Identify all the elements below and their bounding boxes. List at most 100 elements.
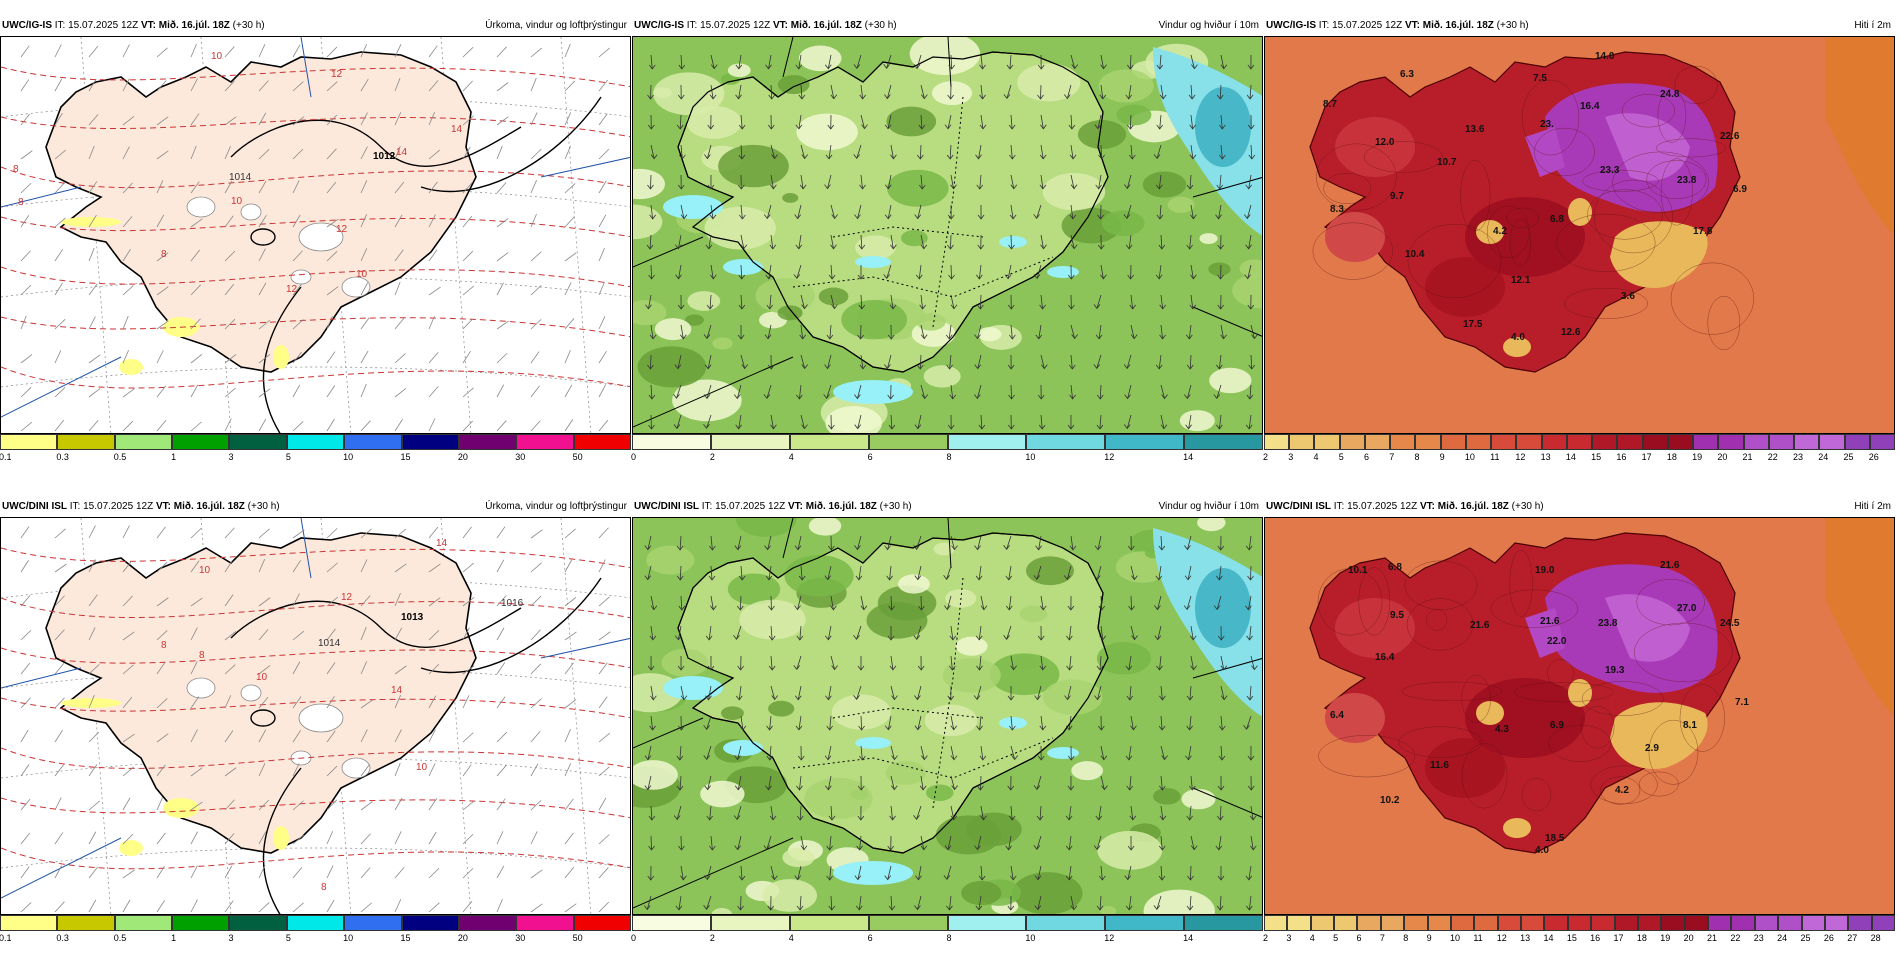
temperature-label: 10.2: [1380, 795, 1400, 806]
temperature-label: 12.6: [1561, 327, 1581, 338]
colorbar-swatch: [1819, 434, 1844, 450]
temperature-label: 4.3: [1495, 724, 1509, 735]
wind-speed-patch: [1017, 64, 1080, 102]
high-wind-area: [1195, 568, 1251, 648]
high-wind-area: [723, 259, 763, 275]
glacier-outline: [187, 678, 215, 698]
contour-label: 14: [451, 124, 463, 135]
wind-speed-patch: [1199, 233, 1217, 244]
temperature-label: 16.4: [1375, 652, 1395, 663]
temperature-label: 24.5: [1720, 618, 1740, 629]
colorbar-swatch: [1415, 434, 1440, 450]
temperature-label: 9.5: [1390, 610, 1404, 621]
temperature-label: 6.9: [1550, 720, 1564, 731]
temperature-label: 10.4: [1405, 249, 1425, 260]
wind-speed-patch: [1078, 120, 1126, 149]
colorbar-tick-label: 5: [286, 933, 291, 943]
contour-label: 14: [396, 147, 408, 158]
colorbar-swatch: [1184, 434, 1263, 450]
temperature-label: 17.5: [1463, 319, 1483, 330]
contour-label: 8: [321, 882, 327, 893]
contour-label: 1013: [401, 612, 424, 623]
colorbar-tick-label: 50: [573, 452, 583, 462]
wind-speed-patch: [718, 145, 789, 187]
colorbar-swatch: [1314, 434, 1339, 450]
colorbar-swatch: [869, 915, 948, 931]
wind-speed-patch: [1026, 556, 1074, 585]
colorbar-tick-label: 12: [1497, 933, 1507, 943]
colorbar-swatch: [0, 434, 57, 450]
temperature-label: 21.6: [1540, 616, 1560, 627]
colorbar-tick-label: 14: [1183, 933, 1193, 943]
contour-label: 8: [199, 650, 205, 661]
temperature-label: 27.0: [1677, 603, 1697, 614]
colorbar-swatch: [1802, 915, 1825, 931]
colorbar-swatch: [0, 915, 57, 931]
colorbar-tick-label: 26: [1824, 933, 1834, 943]
colorbar-swatch: [1466, 434, 1491, 450]
colorbar-swatch: [574, 434, 631, 450]
colorbar-swatch: [516, 915, 573, 931]
colorbar-tick-label: 0.1: [0, 452, 12, 462]
model-name: UWC/IG-IS: [2, 20, 52, 31]
colorbar-tick-label: 21: [1743, 452, 1753, 462]
temperature-label: 3.6: [1621, 291, 1635, 302]
colorbar-swatch: [1668, 434, 1693, 450]
panel-header: UWC/DINI ISL IT: 15.07.2025 12Z VT: Mið.…: [632, 497, 1263, 517]
wind-speed-patch: [1143, 172, 1187, 198]
contour-label: 10: [231, 196, 243, 207]
colorbar-swatch: [948, 434, 1027, 450]
colorbar-tick-label: 9: [1440, 452, 1445, 462]
temp-colorbar: [1264, 915, 1895, 933]
colorbar-tick-label: 5: [1339, 452, 1344, 462]
colorbar-tick-label: 14: [1543, 933, 1553, 943]
colorbar-swatch: [1661, 915, 1684, 931]
glacier-cool-area: [1568, 198, 1592, 226]
high-wind-area: [723, 740, 763, 756]
contour-label: 8: [161, 249, 167, 260]
colorbar-tick-label: 20: [1684, 933, 1694, 943]
contour-label: 12: [286, 284, 298, 295]
contour-label: 8: [13, 164, 19, 175]
temperature-label: 23.: [1540, 119, 1554, 130]
colorbar-tick-label: 11: [1490, 452, 1499, 462]
contour-label: 8: [161, 640, 167, 651]
temperature-label: 13.6: [1465, 124, 1485, 135]
wind-speed-patch: [778, 75, 810, 94]
temperature-label: 4.2: [1493, 226, 1507, 237]
wind-speed-patch: [1043, 173, 1106, 211]
wind-speed-patch: [768, 701, 794, 717]
temperature-label: 6.8: [1388, 562, 1402, 573]
temperature-label: 21.6: [1660, 560, 1680, 571]
glacier-outline: [342, 277, 370, 297]
colorbar-swatch: [1744, 434, 1769, 450]
product-title: Hiti í 2m: [1854, 16, 1891, 36]
map-panel-ig-precip: UWC/IG-IS IT: 15.07.2025 12Z VT: Mið. 16…: [0, 16, 631, 487]
high-wind-area: [999, 236, 1027, 248]
colorbar-tick-label: 0: [631, 452, 636, 462]
colorbar-swatch: [869, 434, 948, 450]
wind-speed-patch: [1097, 642, 1151, 675]
colorbar-swatch: [229, 915, 286, 931]
temperature-label: 23.8: [1598, 618, 1618, 629]
wind-speed-patch: [1097, 831, 1162, 870]
wind-speed-patch: [1168, 197, 1195, 213]
wind-speed-patch: [700, 781, 744, 808]
colorbar-swatch: [1825, 915, 1848, 931]
colorbar-swatch: [1718, 434, 1743, 450]
colorbar-tick-label: 19: [1660, 933, 1670, 943]
colorbar-tick-label: 25: [1801, 933, 1811, 943]
temperature-label: 8.1: [1683, 720, 1697, 731]
colorbar-tick-label: 30: [515, 933, 525, 943]
colorbar-swatch: [1685, 915, 1708, 931]
colorbar-swatch: [1521, 915, 1544, 931]
colorbar-swatch: [1026, 915, 1105, 931]
temperature-label: 7.5: [1533, 73, 1547, 84]
contour-label: 1014: [318, 638, 341, 649]
colorbar-tick-label: 0.3: [56, 452, 69, 462]
